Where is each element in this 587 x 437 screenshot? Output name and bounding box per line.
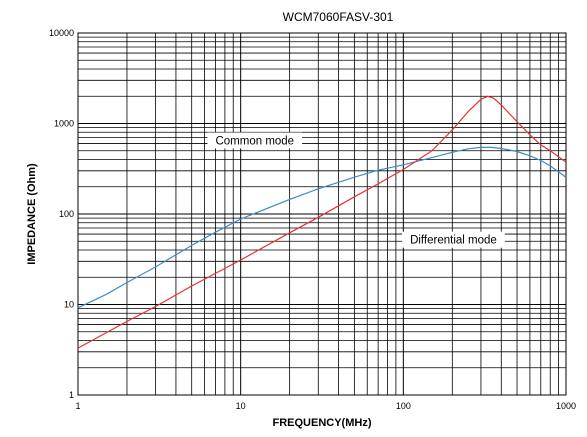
annotation-text: Common mode	[215, 135, 294, 147]
annotation-text: Differential mode	[410, 235, 497, 247]
x-tick-label: 10	[236, 401, 246, 411]
annotation-background	[402, 231, 505, 248]
annotation-common-mode: Common mode	[207, 132, 303, 149]
annotation-layer: Common mode Differential mode	[207, 132, 505, 248]
annotation-background	[207, 132, 303, 149]
annotation-differential-mode: Differential mode	[402, 231, 505, 248]
x-tick-label: 1000	[556, 401, 576, 411]
x-tick-label: 1	[75, 401, 80, 411]
tick-labels: 1 10 100 1000 1 10 100 1000 10000	[49, 28, 576, 411]
x-axis-label: FREQUENCY(MHz)	[273, 417, 372, 429]
series-common-mode	[77, 146, 567, 309]
y-tick-label: 100	[59, 209, 74, 219]
series-layer	[77, 95, 567, 349]
x-tick-label: 100	[396, 401, 411, 411]
plot-area	[77, 32, 567, 396]
series-differential-mode	[77, 95, 567, 349]
y-tick-label: 1	[69, 390, 74, 400]
y-tick-label: 10	[64, 300, 74, 310]
y-tick-label: 10000	[49, 28, 74, 38]
chart-title: WCM7060FASV-301	[283, 10, 394, 24]
grid	[77, 33, 566, 396]
y-axis-label: IMPEDANCE (Ohm)	[26, 163, 38, 265]
y-tick-label: 1000	[54, 119, 74, 129]
